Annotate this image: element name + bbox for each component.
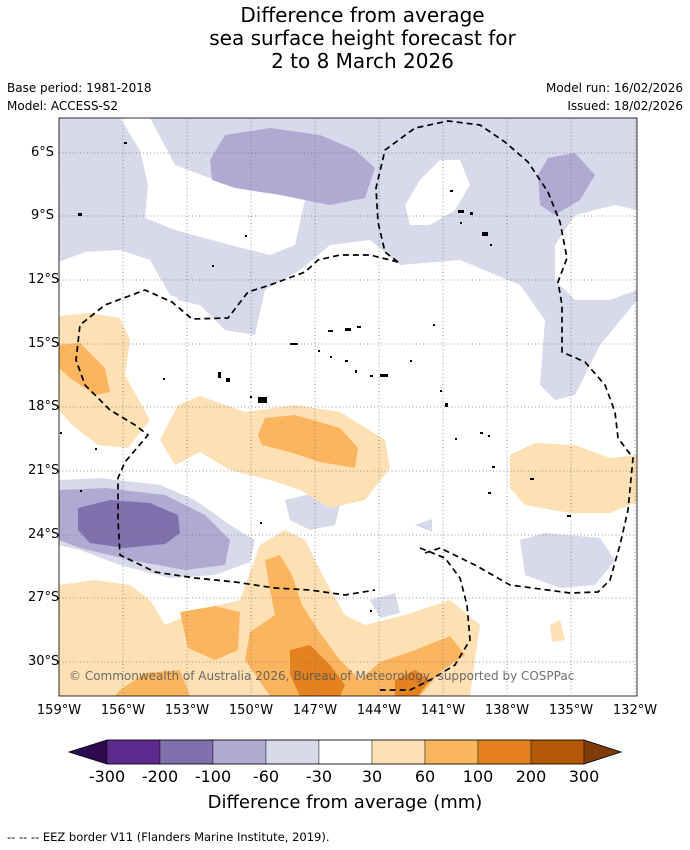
- negative-anomaly-area: [538, 153, 595, 215]
- colorbar-label: 200: [515, 767, 547, 786]
- lat-label: 27°S: [28, 590, 60, 605]
- map-anomaly-layer: [59, 118, 637, 696]
- title-line-3: 2 to 8 March 2026: [271, 49, 454, 73]
- meta-left: Base period: 1981-2018 Model: ACCESS-S2: [7, 79, 152, 115]
- negative-anomaly-area: [370, 593, 400, 618]
- map-title: Difference from average sea surface heig…: [0, 4, 690, 73]
- lat-label: 12°S: [28, 272, 60, 287]
- negative-anomaly-area: [175, 288, 200, 305]
- neutral-area: [555, 205, 637, 300]
- lat-label: 6°S: [30, 145, 54, 160]
- lon-label: 156°W: [100, 703, 146, 718]
- colorbar-segment: [530, 739, 585, 765]
- lon-label: 141°W: [420, 703, 466, 718]
- negative-anomaly-area: [78, 500, 180, 548]
- model-run: Model run: 16/02/2026: [545, 81, 683, 95]
- lon-label: 138°W: [484, 703, 530, 718]
- colorbar-segment: [159, 739, 214, 765]
- positive-anomaly-area: [59, 343, 110, 395]
- positive-anomaly-area: [510, 443, 637, 513]
- colorbar-segment: [371, 739, 426, 765]
- lat-label: 15°S: [28, 336, 60, 351]
- positive-anomaly-area: [115, 670, 190, 696]
- lat-label: 9°S: [30, 208, 54, 223]
- neutral-area: [120, 118, 305, 255]
- lat-label: 18°S: [28, 399, 60, 414]
- lon-label: 159°W: [36, 703, 82, 718]
- lon-label: 132°W: [612, 703, 658, 718]
- positive-anomaly-area: [59, 530, 480, 696]
- negative-anomaly-area: [520, 533, 615, 588]
- colorbar-outline: [67, 739, 623, 765]
- lat-label: 24°S: [28, 527, 60, 542]
- negative-anomaly-area: [415, 519, 432, 532]
- negative-anomaly-area: [210, 128, 375, 205]
- issued-date: Issued: 18/02/2026: [567, 99, 683, 113]
- colorbar-label: -30: [305, 767, 333, 786]
- colorbar-extend-high: [583, 739, 622, 765]
- positive-anomaly-area: [258, 415, 358, 468]
- lat-label: 21°S: [28, 463, 60, 478]
- colorbar-segment: [212, 739, 267, 765]
- map-frame: [58, 117, 638, 697]
- colorbar-segment: [265, 739, 320, 765]
- colorbar-label: 300: [568, 767, 600, 786]
- colorbar-title: Difference from average (mm): [207, 792, 483, 813]
- lon-label: 135°W: [548, 703, 594, 718]
- positive-anomaly-area: [290, 645, 345, 696]
- lon-label: 144°W: [356, 703, 402, 718]
- colorbar-extend-low: [68, 739, 108, 765]
- colorbar-segment: [106, 739, 161, 765]
- lon-label: 150°W: [228, 703, 274, 718]
- colorbar-label: 60: [414, 767, 436, 786]
- title-line-2: sea surface height forecast for: [209, 26, 516, 50]
- colorbar-label: -300: [88, 767, 126, 786]
- lat-label: 30°S: [28, 654, 60, 669]
- positive-anomaly-area: [550, 620, 565, 642]
- meta-right: Model run: 16/02/2026 Issued: 18/02/2026: [546, 79, 683, 115]
- base-period: Base period: 1981-2018: [7, 81, 152, 95]
- islands: [60, 142, 571, 612]
- lon-label: 153°W: [164, 703, 210, 718]
- colorbar-label: -200: [141, 767, 179, 786]
- positive-anomaly-area: [59, 648, 95, 696]
- colorbar-label: -100: [194, 767, 232, 786]
- eez-border: [75, 120, 634, 691]
- model-name: Model: ACCESS-S2: [7, 99, 119, 113]
- neutral-area: [405, 160, 470, 225]
- colorbar-label: 100: [462, 767, 494, 786]
- lon-label: 147°W: [292, 703, 338, 718]
- positive-anomaly-area: [160, 396, 390, 508]
- colorbar-label: 30: [361, 767, 383, 786]
- copyright-notice: © Commonwealth of Australia 2026, Bureau…: [69, 669, 575, 683]
- positive-anomaly-area: [180, 606, 240, 660]
- eez-legend: -- -- -- EEZ border V11 (Flanders Marine…: [7, 830, 330, 844]
- colorbar-segment: [318, 739, 373, 765]
- colorbar-segment: [424, 739, 479, 765]
- colorbar-segment: [477, 739, 532, 765]
- title-line-1: Difference from average: [240, 3, 485, 27]
- colorbar-label: -60: [252, 767, 280, 786]
